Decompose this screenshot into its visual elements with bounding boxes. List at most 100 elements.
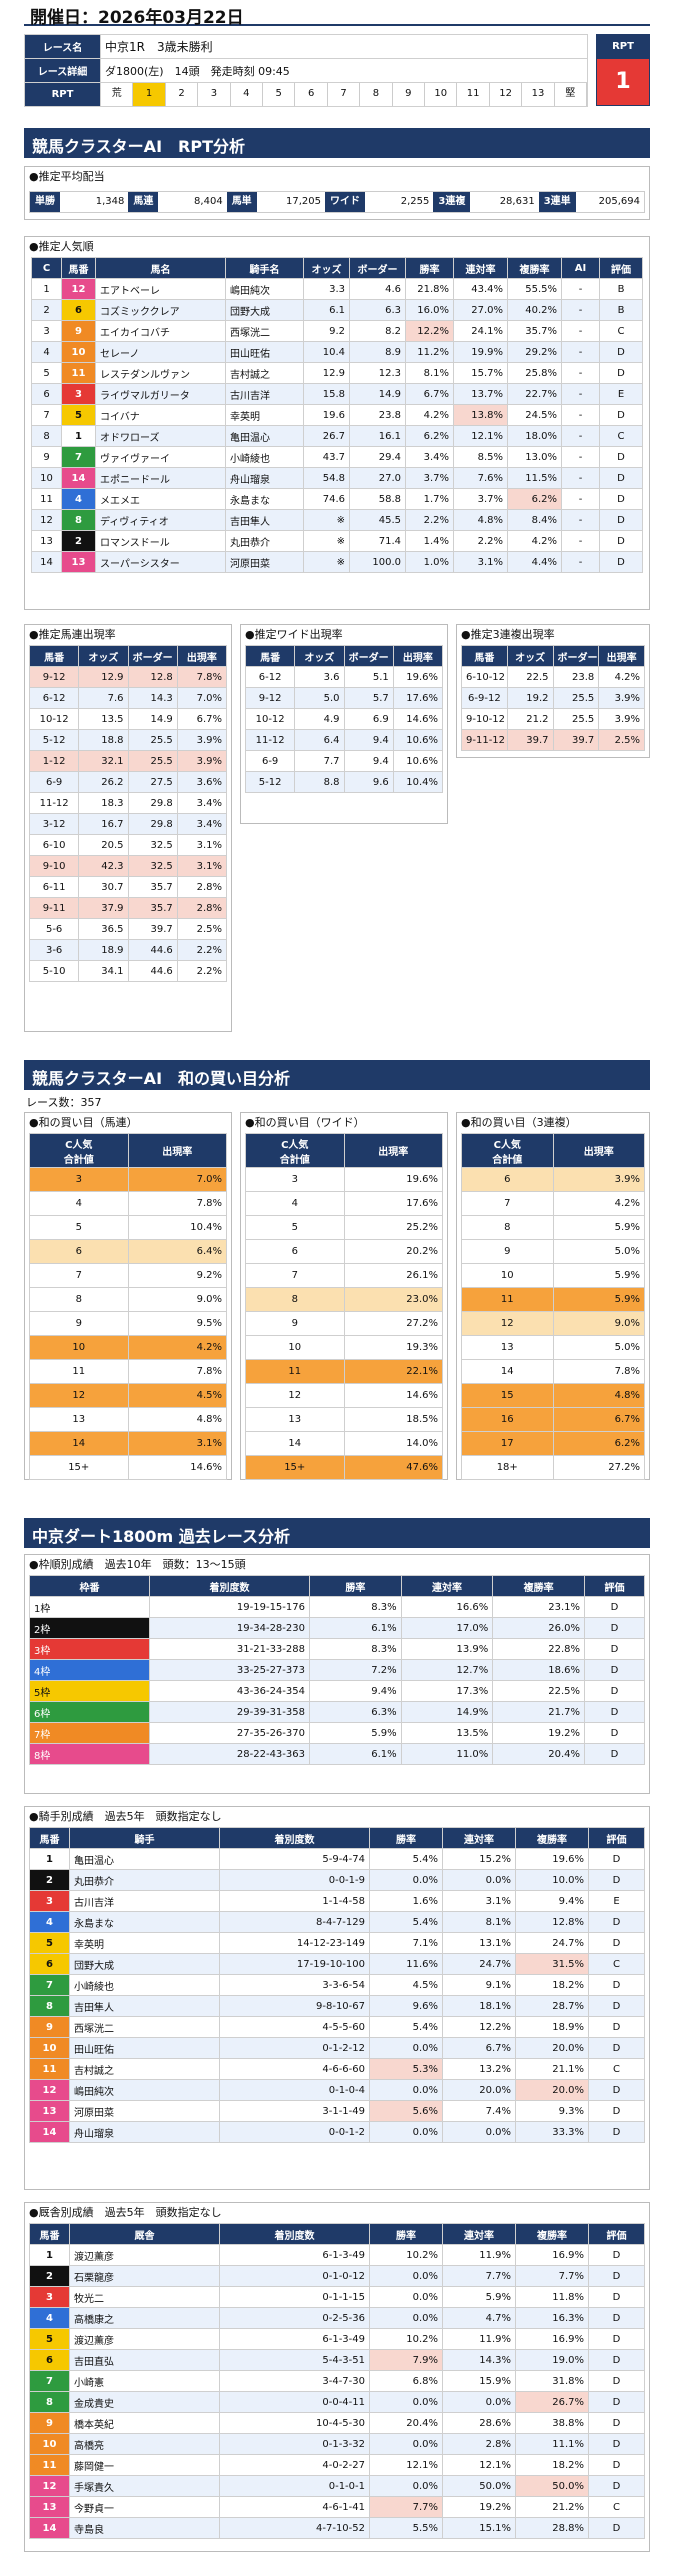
popularity-cell: ライヴマルガリータ — [95, 383, 226, 405]
umaren-cell: 10-12 — [28, 708, 80, 730]
jockey-cell: 28.7% — [515, 1995, 589, 2017]
combo-cell: 23.0% — [343, 1287, 443, 1312]
trainer-cell: 0-1-3-32 — [219, 2433, 370, 2455]
jockey-col-header: 騎手 — [69, 1827, 220, 1849]
rpt-scale-cell: 8 — [360, 83, 393, 106]
table-row: 11 4 メエメエ 永島まな 74.6 58.8 1.7% 3.7% 6.2% - D — [31, 488, 643, 510]
table-row: 11 5.9% — [461, 1287, 645, 1312]
table-row: 7 小崎綾也 3-3-6-54 4.5% 9.1% 18.2% D — [29, 1974, 645, 1996]
umaren-cell: 42.3 — [78, 855, 129, 877]
trainer-cell: 7.7% — [515, 2265, 589, 2287]
table-row: 6 団野大成 17-19-10-100 11.6% 24.7% 31.5% C — [29, 1953, 645, 1975]
jockey-cell: 幸英明 — [69, 1932, 220, 1954]
combo-cell: 4 — [29, 1191, 129, 1216]
trainer-cell: D — [588, 2475, 645, 2497]
umaren-cell: 44.6 — [127, 960, 178, 982]
trainer-cell: 藤岡健一 — [69, 2454, 220, 2476]
popularity-cell: メエメエ — [95, 488, 226, 510]
popularity-cell: 3.7% — [453, 488, 508, 510]
trainer-cell: 手塚貴久 — [69, 2475, 220, 2497]
popularity-cell: 小崎綾也 — [225, 446, 304, 468]
umaren-col-header: 出現率 — [176, 645, 228, 667]
wide-cell: 6-12 — [244, 666, 296, 688]
table-row: 7 5 コイバナ 幸英明 19.6 23.8 4.2% 13.8% 24.5% - D — [31, 404, 643, 426]
waku-cell: D — [584, 1659, 645, 1681]
waku-cell: 13.5% — [400, 1722, 494, 1744]
waku-cell: 11.0% — [400, 1743, 494, 1765]
table-row: 9-10 42.3 32.5 3.1% — [28, 855, 228, 877]
umaren-cell: 34.1 — [78, 960, 129, 982]
trainer-cell: D — [588, 2265, 645, 2287]
popularity-cell: 13.7% — [453, 383, 508, 405]
waku-cell: 31-21-33-288 — [149, 1638, 310, 1660]
popularity-cell: コイバナ — [95, 404, 226, 426]
wide-col-header: ボーダー — [343, 645, 394, 667]
trainer-cell: D — [588, 2349, 645, 2371]
trainer-cell: 10.2% — [369, 2244, 443, 2266]
table-row: 13 18.5% — [245, 1407, 443, 1432]
jockey-cell: 5.6% — [369, 2100, 443, 2122]
trainer-cell: D — [588, 2286, 645, 2308]
popularity-cell: 4.4% — [507, 551, 562, 573]
waku-cell: 20.4% — [492, 1743, 585, 1765]
popularity-cell: レステダンルヴァン — [95, 362, 226, 384]
popularity-cell: D — [599, 467, 643, 489]
payout-label: 単勝 — [30, 192, 60, 212]
rpt-scale-cell: 堅 — [555, 83, 587, 106]
popularity-cell: D — [599, 488, 643, 510]
payout-value: 8,404 — [194, 196, 223, 207]
trainer-cell: 28.6% — [442, 2412, 516, 2434]
combo-cell: 7 — [245, 1263, 345, 1288]
wide-cell: 5.0 — [294, 687, 345, 709]
popularity-cell: 6 — [31, 383, 62, 405]
popularity-cell: 亀田温心 — [225, 425, 304, 447]
waku-cell: 26.0% — [492, 1617, 585, 1639]
trainer-cell: 7 — [29, 2370, 70, 2392]
waku-cell: 6.1% — [309, 1743, 402, 1765]
umaren-cell: 6-12 — [28, 687, 80, 709]
jockey-cell: D — [588, 1869, 645, 1891]
popularity-cell: 9 — [31, 446, 62, 468]
trainer-cell: 26.7% — [515, 2391, 589, 2413]
combo-cell: 6 — [245, 1239, 345, 1264]
popularity-cell: 16.0% — [405, 299, 454, 321]
popularity-cell: 1.4% — [405, 530, 454, 552]
popularity-cell: D — [599, 362, 643, 384]
jockey-cell: 4-6-6-60 — [219, 2058, 370, 2080]
popularity-head: ●推定人気順 — [29, 240, 94, 253]
combo-cell: 4.5% — [127, 1383, 227, 1408]
jockey-cell: 9-8-10-67 — [219, 1995, 370, 2017]
combo-cell: 13 — [245, 1407, 345, 1432]
trio-cell: 19.2 — [506, 687, 554, 709]
trainer-panel: ●厩舎別成績 過去5年 頭数指定なし 馬番 厩舎 着別度数 勝率 連対率 複勝率 評価 1 渡辺… — [24, 2202, 650, 2552]
jockey-cell: 20.0% — [515, 2079, 589, 2101]
jockey-cell: 5.4% — [369, 1848, 443, 1870]
popularity-cell: 9.2 — [303, 320, 350, 342]
popularity-cell: 7 — [31, 404, 62, 426]
popularity-cell: 丸田恭介 — [225, 530, 304, 552]
trio-col-header: ボーダー — [552, 645, 600, 667]
table-row: 3-6 18.9 44.6 2.2% — [28, 939, 228, 961]
trainer-cell: D — [588, 2454, 645, 2476]
rpt-scale-cell: 4 — [231, 83, 264, 106]
trainer-cell: 16.9% — [515, 2328, 589, 2350]
jockey-cell: 丸田恭介 — [69, 1869, 220, 1891]
payout-label: 馬単 — [226, 192, 257, 212]
trainer-cell: 2 — [29, 2265, 70, 2287]
combo-cell: 4.2% — [552, 1191, 645, 1216]
jockey-cell: 0.0% — [369, 1869, 443, 1891]
popularity-col-header: オッズ — [303, 257, 350, 279]
combo-cell: 25.2% — [343, 1215, 443, 1240]
table-row: 2枠 19-34-28-230 6.1% 17.0% 26.0% D — [29, 1617, 645, 1639]
jockey-head: ●騎手別成績 過去5年 頭数指定なし — [29, 1810, 222, 1823]
table-row: 4 永島まな 8-4-7-129 5.4% 8.1% 12.8% D — [29, 1911, 645, 1933]
jockey-cell: 14 — [29, 2121, 70, 2143]
popularity-cell: 19.9% — [453, 341, 508, 363]
table-row: 5 11 レステダンルヴァン 吉村誠之 12.9 12.3 8.1% 15.7% 25.8% - D — [31, 362, 643, 384]
combo-cell: 19.3% — [343, 1335, 443, 1360]
table-row: 11 22.1% — [245, 1359, 443, 1384]
waku-cell: 21.7% — [492, 1701, 585, 1723]
jockey-cell: 5 — [29, 1932, 70, 1954]
jockey-cell: 15.2% — [442, 1848, 516, 1870]
popularity-cell: 3 — [31, 320, 62, 342]
